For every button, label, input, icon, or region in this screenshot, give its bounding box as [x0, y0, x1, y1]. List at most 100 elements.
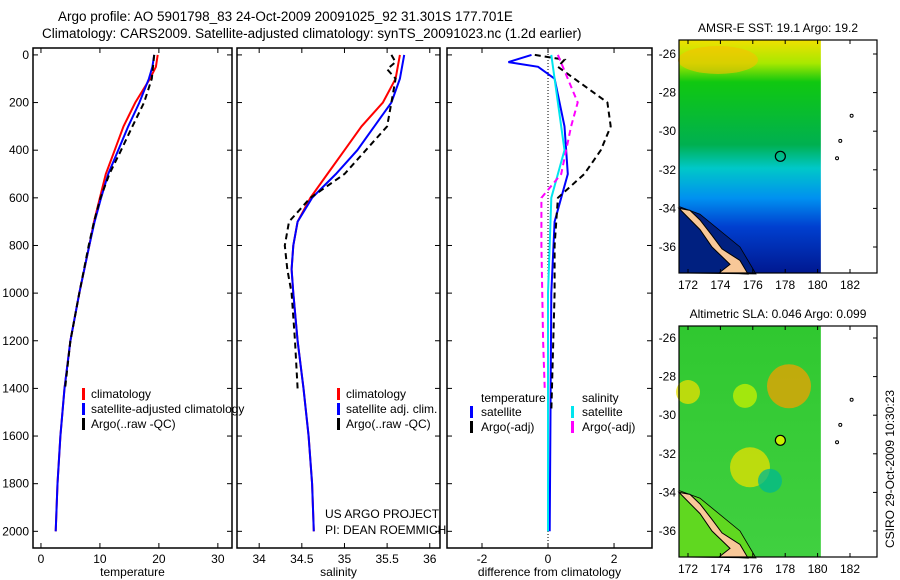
- island: [838, 422, 843, 427]
- lon-tick-label: 174: [710, 562, 730, 576]
- series-satellite-adj-clim-: [290, 54, 406, 532]
- y-tick-label: 0: [22, 48, 29, 62]
- land: [677, 491, 749, 559]
- x-tick-label: 35: [338, 552, 352, 566]
- x-tick-label: 2: [611, 552, 618, 566]
- x-tick-label: 35.5: [375, 552, 399, 566]
- lon-tick-label: 180: [808, 562, 828, 576]
- argo-profile-marker: [774, 150, 786, 162]
- lon-tick-label: 172: [678, 278, 698, 292]
- series-salinity-satellite: [547, 54, 566, 532]
- legend-label: Argo(..raw -QC): [346, 417, 431, 431]
- series-salinity-argo-adj-: [540, 54, 579, 389]
- legend-header-temperature: temperature: [481, 391, 546, 405]
- x-tick-label: 10: [93, 552, 107, 566]
- map-frame: [678, 39, 878, 274]
- legend-swatch: [82, 403, 85, 415]
- lat-tick-label: -34: [659, 485, 677, 499]
- y-tick-label: 1200: [2, 334, 29, 348]
- lon-tick-label: 180: [808, 278, 828, 292]
- series-argo-raw-qc-: [64, 54, 156, 389]
- x-tick-label: 20: [152, 552, 166, 566]
- lat-tick-label: -34: [659, 201, 677, 215]
- series-climatology: [54, 54, 159, 532]
- legend-label: Argo(..raw -QC): [91, 417, 176, 431]
- island: [838, 138, 843, 143]
- csiro-credit: CSIRO 29-Oct-2009 10:30:23: [883, 389, 897, 548]
- y-tick-label: 400: [9, 143, 29, 157]
- island: [835, 440, 840, 445]
- x-tick-label: 0: [545, 552, 552, 566]
- y-tick-label: 1400: [2, 381, 29, 395]
- axes-frame: [32, 47, 233, 549]
- series-temperature-argo-adj-: [534, 53, 612, 413]
- axes-frame: [236, 47, 441, 549]
- lat-tick-label: -28: [659, 370, 677, 384]
- sla-anomaly: [676, 380, 700, 405]
- series-climatology: [290, 54, 401, 532]
- lat-tick-label: -32: [659, 163, 677, 177]
- map-sla: 172 174 176 178 180 182 -26 -28 -30 -32 -34 -36 Alti…: [659, 307, 878, 576]
- y-tick-label: 1000: [2, 286, 29, 300]
- series-satellite-adjusted-climatology: [54, 54, 156, 532]
- lat-tick-label: -30: [659, 408, 677, 422]
- map-title: AMSR-E SST: 19.1 Argo: 19.2: [698, 21, 858, 35]
- lat-tick-label: -32: [659, 447, 677, 461]
- legend-swatch: [571, 421, 574, 433]
- legend-swatch: [470, 406, 473, 418]
- legend-swatch: [337, 403, 340, 415]
- title-line-1: Argo profile: AO 5901798_83 24-Oct-2009 …: [58, 9, 513, 24]
- legend-label: Argo(-adj): [582, 420, 635, 434]
- sla-anomaly: [767, 364, 811, 409]
- lat-tick-label: -30: [659, 124, 677, 138]
- lon-tick-label: 176: [743, 278, 763, 292]
- legend-label: climatology: [346, 387, 406, 401]
- panel-temperature: 0 10 20 30 0 200 400 600 800 1000 1200 1400 1600 1800…: [2, 47, 244, 579]
- y-tick-label: 1800: [2, 477, 29, 491]
- legend-swatch: [571, 406, 574, 418]
- y-tick-label: 800: [9, 238, 29, 252]
- island: [835, 156, 840, 161]
- lon-tick-label: 178: [775, 562, 795, 576]
- lat-tick-label: -28: [659, 86, 677, 100]
- sla-anomaly: [733, 383, 757, 408]
- lon-tick-label: 176: [743, 562, 763, 576]
- x-tick-label: 34: [252, 552, 266, 566]
- land: [677, 207, 749, 275]
- project-pi: PI: DEAN ROEMMICH: [325, 523, 447, 537]
- legend-swatch: [337, 418, 340, 430]
- legend-label: satellite: [582, 405, 623, 419]
- lat-tick-label: -36: [659, 240, 677, 254]
- island: [849, 397, 854, 402]
- x-tick-label: 0: [38, 552, 45, 566]
- y-tick-label: 1600: [2, 429, 29, 443]
- y-tick-label: 200: [9, 96, 29, 110]
- x-axis-label: difference from climatology: [478, 565, 621, 579]
- x-tick-label: 34.5: [290, 552, 314, 566]
- argo-profile-marker: [774, 434, 786, 446]
- legend-label: Argo(-adj): [481, 420, 534, 434]
- legend-swatch: [82, 388, 85, 400]
- map-frame: [678, 325, 878, 558]
- series-argo-raw-qc-: [283, 54, 397, 389]
- x-tick-label: -2: [477, 552, 488, 566]
- y-tick-label: 600: [9, 191, 29, 205]
- series-temperature-satellite: [508, 53, 569, 532]
- map-sst: 172 174 176 178 180 182 -26 -28 -30 -32 -34 -36 AMSR…: [659, 21, 878, 292]
- lat-tick-label: -36: [659, 524, 677, 538]
- lon-tick-label: 182: [840, 278, 860, 292]
- project-credit: US ARGO PROJECT PI: DEAN ROEMMICH: [325, 506, 446, 538]
- island: [849, 113, 854, 118]
- lon-tick-label: 172: [678, 562, 698, 576]
- x-axis-label: temperature: [100, 565, 165, 579]
- y-tick-label: 2000: [2, 524, 29, 538]
- panel-salinity: 34 34.5 35 35.5 36 salinity climatologysatelli…: [236, 47, 441, 579]
- warm-patch: [678, 46, 758, 74]
- lat-tick-label: -26: [659, 331, 677, 345]
- title-line-2: Climatology: CARS2009. Satellite-adjuste…: [42, 26, 582, 41]
- lat-tick-label: -26: [659, 47, 677, 61]
- legend-label: climatology: [91, 387, 151, 401]
